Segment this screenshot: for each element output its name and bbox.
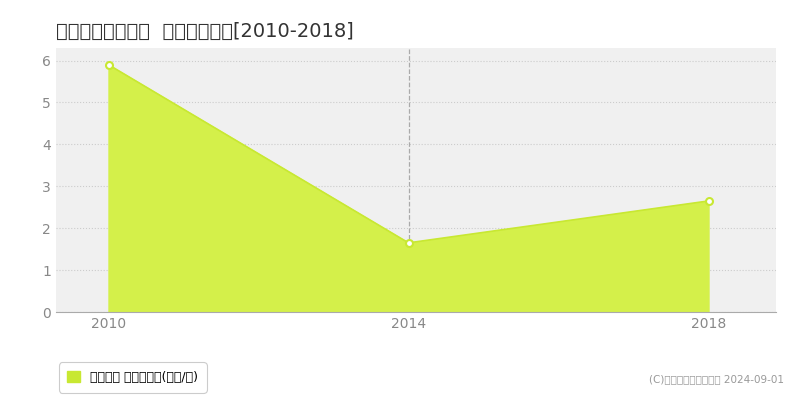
Text: (C)土地価格ドットコム 2024-09-01: (C)土地価格ドットコム 2024-09-01 [649,374,784,384]
Text: 新潟市江南区割野  土地価格推移[2010-2018]: 新潟市江南区割野 土地価格推移[2010-2018] [56,22,354,41]
Legend: 土地価格 平均坪単価(万円/坪): 土地価格 平均坪単価(万円/坪) [62,366,202,389]
